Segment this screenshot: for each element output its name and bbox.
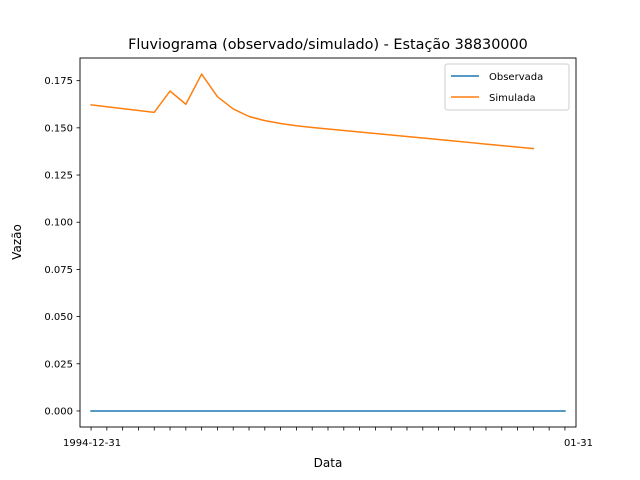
chart-title: Fluviograma (observado/simulado) - Estaç…	[128, 37, 528, 53]
x-axis: 1994-12-31 01-31	[63, 427, 593, 449]
x-tick-label: 1994-12-31	[63, 438, 121, 449]
y-tick-label: 0.050	[44, 312, 73, 323]
series-line-simulada	[90, 73, 535, 150]
x-axis-label: Data	[314, 456, 343, 470]
legend: Observada Simulada	[444, 63, 570, 111]
y-tick-label: 0.100	[44, 218, 73, 229]
y-tick-label: 0.125	[44, 171, 73, 182]
legend-entry: Observada	[489, 72, 543, 83]
legend-entry: Simulada	[489, 93, 536, 104]
series-layer	[90, 73, 566, 412]
y-tick-label: 0.025	[44, 359, 73, 370]
y-tick-label: 0.175	[44, 76, 73, 87]
y-axis-label: Vazão	[10, 224, 24, 260]
y-tick-label: 0.075	[44, 265, 73, 276]
y-tick-label: 0.000	[44, 406, 73, 417]
y-axis: 0.000 0.025 0.050 0.075 0.100 0.125 0.150 0.175	[44, 76, 80, 417]
y-tick-label: 0.150	[44, 123, 73, 134]
axes-frame	[79, 57, 577, 428]
x-tick-label: 01-31	[564, 438, 593, 449]
